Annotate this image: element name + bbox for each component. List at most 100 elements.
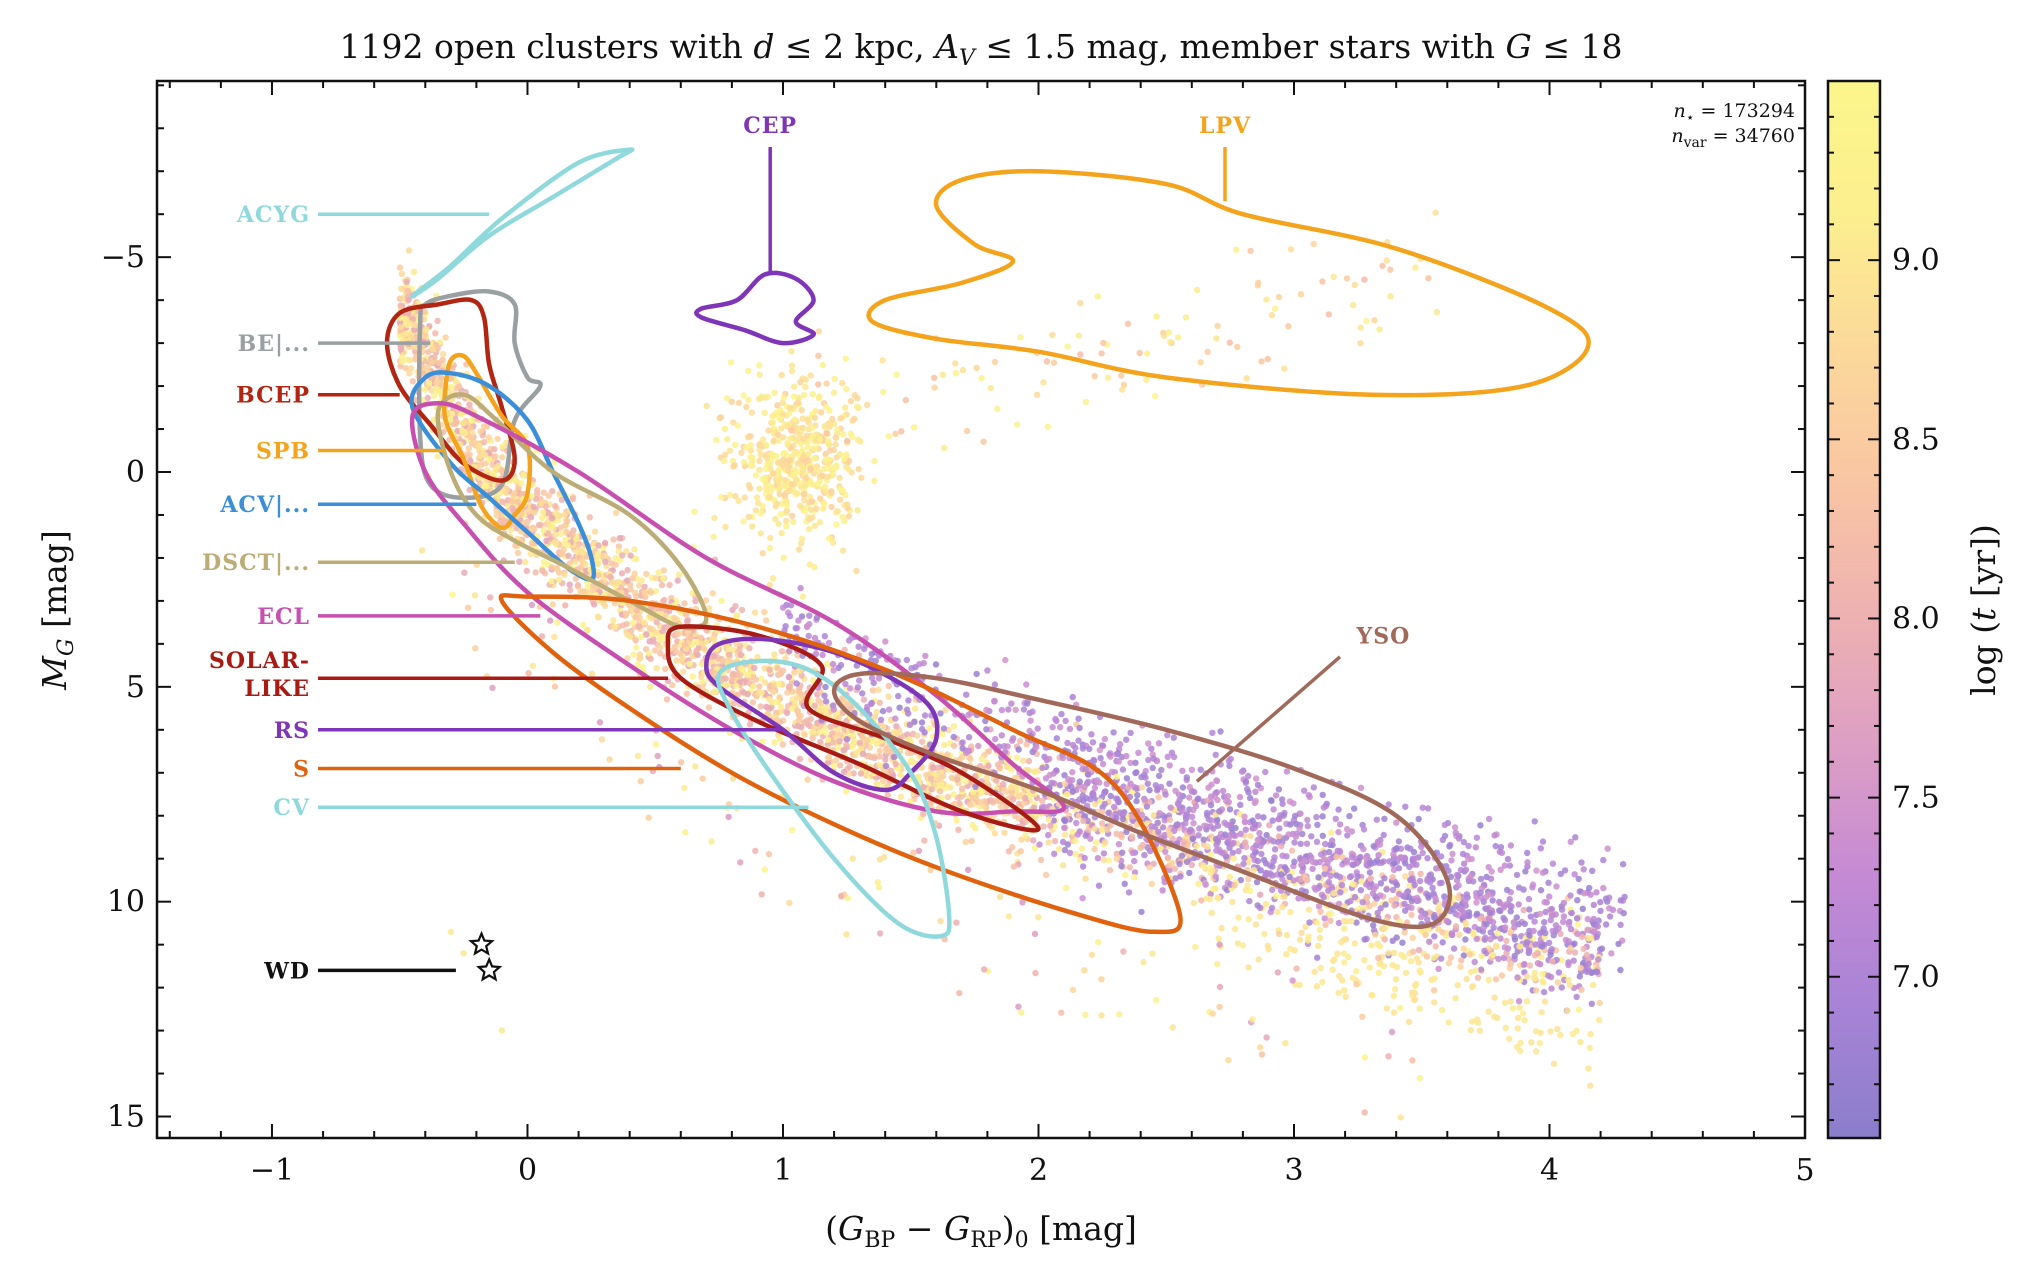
star-point <box>691 508 698 515</box>
star-point <box>809 424 816 432</box>
star-point <box>1314 821 1321 828</box>
star-point <box>758 394 765 402</box>
star-point <box>1097 754 1104 762</box>
star-point <box>879 357 886 364</box>
star-point <box>934 776 942 784</box>
star-point <box>726 645 733 653</box>
star-point <box>1002 656 1009 664</box>
star-point <box>1119 766 1127 773</box>
star-point <box>864 401 871 409</box>
star-point <box>756 362 763 369</box>
star-point <box>406 370 413 377</box>
star-point <box>1521 1017 1528 1024</box>
star-point <box>927 775 935 782</box>
star-point <box>620 622 627 629</box>
star-point <box>641 583 648 590</box>
star-point <box>1381 936 1389 943</box>
star-point <box>1217 848 1224 856</box>
star-point <box>1357 887 1365 894</box>
star-point <box>1088 731 1095 738</box>
star-point <box>1515 998 1523 1005</box>
star-point <box>1587 1082 1594 1089</box>
star-point <box>988 824 996 831</box>
star-point <box>551 539 558 546</box>
star-point <box>1335 919 1343 927</box>
star-point <box>825 639 833 647</box>
star-point <box>1510 919 1517 926</box>
star-point <box>1600 884 1607 892</box>
star-point <box>1133 797 1140 805</box>
star-point <box>756 683 763 690</box>
star-point <box>1226 806 1234 813</box>
star-point <box>1448 931 1456 938</box>
star-point <box>836 485 843 492</box>
star-point <box>1425 894 1432 901</box>
star-point <box>877 716 885 723</box>
star-point <box>1295 895 1302 902</box>
star-point <box>1407 876 1414 883</box>
star-point <box>962 838 969 846</box>
star-point <box>1131 869 1139 876</box>
star-point <box>1101 735 1109 743</box>
star-point <box>1504 855 1512 863</box>
star-point <box>431 354 438 361</box>
star-point <box>1051 837 1059 845</box>
star-point <box>1076 724 1083 732</box>
star-point <box>1361 936 1368 943</box>
star-point <box>1333 853 1340 861</box>
star-point <box>530 503 537 511</box>
star-point <box>432 384 440 392</box>
star-point <box>1580 945 1587 953</box>
star-point <box>1366 869 1374 876</box>
star-point <box>442 334 449 341</box>
star-point <box>685 628 692 636</box>
star-point <box>859 733 866 741</box>
star-point <box>1577 964 1584 972</box>
star-point <box>808 498 816 505</box>
star-point <box>453 419 460 426</box>
star-point <box>1546 893 1553 900</box>
star-point <box>447 375 454 382</box>
star-point <box>845 513 853 520</box>
star-point <box>1359 899 1366 906</box>
star-point <box>1581 890 1588 897</box>
star-point <box>824 741 832 748</box>
star-point <box>1142 797 1149 804</box>
star-point <box>804 717 811 724</box>
star-point <box>1573 993 1580 1001</box>
star-point <box>1542 908 1549 916</box>
star-point <box>1031 844 1039 852</box>
star-point <box>1039 797 1046 804</box>
star-point <box>756 485 763 492</box>
star-point <box>755 499 762 507</box>
star-point <box>632 637 639 644</box>
star-point <box>1279 800 1286 807</box>
star-point <box>1235 848 1242 855</box>
star-point <box>836 496 844 503</box>
star-point <box>1150 755 1157 762</box>
star-point <box>1436 901 1443 908</box>
star-point <box>1408 911 1415 919</box>
star-point <box>1113 855 1121 863</box>
star-point <box>396 264 404 271</box>
star-point <box>1382 901 1389 908</box>
star-point <box>775 431 782 438</box>
star-point <box>1548 912 1556 919</box>
star-point <box>841 698 848 705</box>
star-point <box>1164 854 1172 861</box>
star-point <box>809 433 816 440</box>
star-point <box>937 769 944 776</box>
star-point <box>641 589 648 597</box>
star-point <box>398 285 405 292</box>
star-point <box>1620 910 1627 917</box>
star-point <box>569 531 576 539</box>
star-point <box>753 494 761 501</box>
star-point <box>710 533 717 541</box>
star-point <box>1030 804 1038 811</box>
star-point <box>903 656 910 664</box>
star-point <box>941 741 948 749</box>
star-point <box>756 466 763 473</box>
star-point <box>1513 914 1521 921</box>
star-point <box>1159 887 1166 894</box>
star-point <box>1574 921 1582 928</box>
